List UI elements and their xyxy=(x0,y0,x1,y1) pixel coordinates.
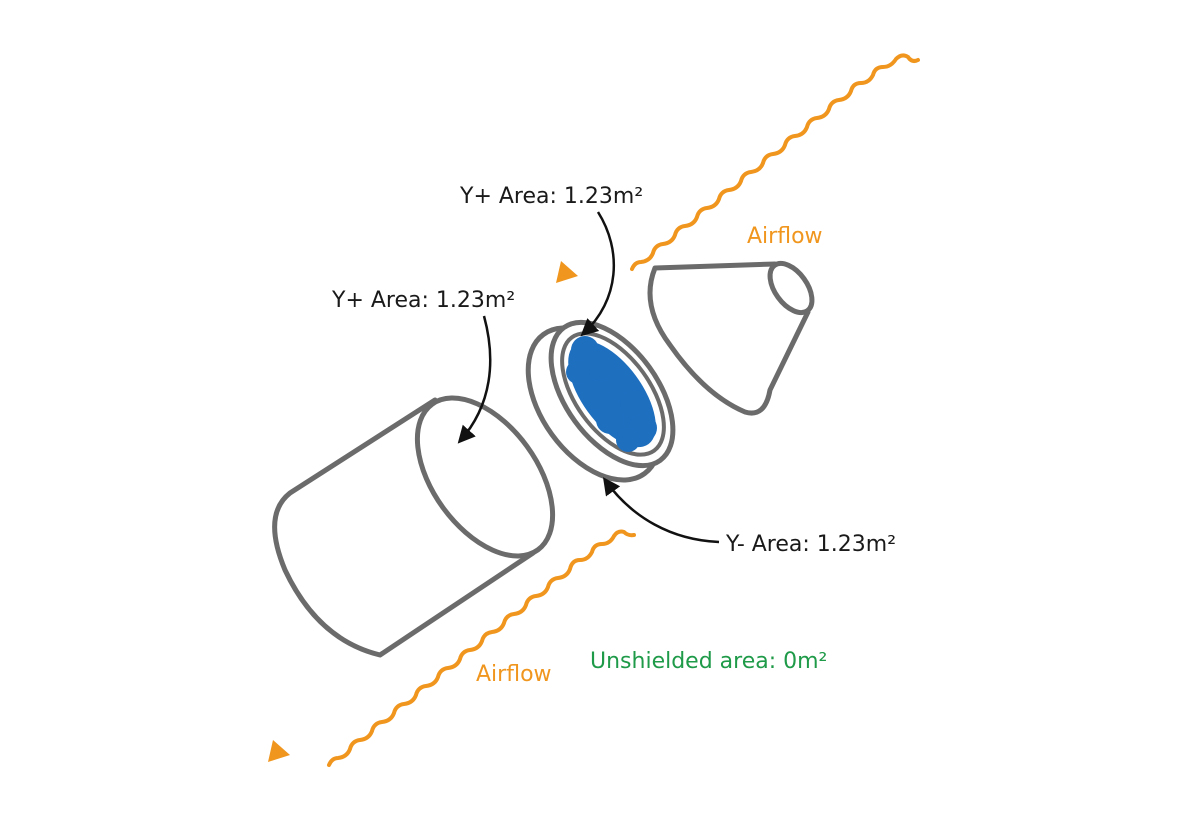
leader-bottom-area xyxy=(602,477,720,544)
airflow-top-wave xyxy=(630,53,920,271)
ring-module xyxy=(525,319,676,483)
bottom-area-label: Y- Area: 1.23m² xyxy=(725,532,896,557)
nose-cone-tip xyxy=(767,260,815,316)
nose-cone-body xyxy=(647,261,811,416)
airflow-bottom-label: Airflow xyxy=(476,662,552,687)
top-area-label: Y+ Area: 1.23m² xyxy=(459,184,643,209)
leader-top-area xyxy=(580,211,615,337)
airflow-top-label: Airflow xyxy=(747,224,823,249)
nose-cone xyxy=(647,260,815,416)
payload-blue xyxy=(566,336,657,452)
airflow-bottom-arrowhead-icon xyxy=(268,740,290,762)
airflow-bottom-arrow xyxy=(268,529,636,767)
large-cylinder xyxy=(272,395,556,658)
airflow-bottom-wave xyxy=(327,529,636,767)
airflow-top-arrowhead-icon xyxy=(556,261,578,283)
left-area-label: Y+ Area: 1.23m² xyxy=(331,288,515,313)
large-cylinder-top-face xyxy=(414,395,556,559)
airflow-top-arrow xyxy=(556,53,920,283)
leader-left-area xyxy=(457,315,492,444)
ring-inner-rim xyxy=(560,331,666,457)
unshielded-area-label: Unshielded area: 0m² xyxy=(590,649,827,674)
